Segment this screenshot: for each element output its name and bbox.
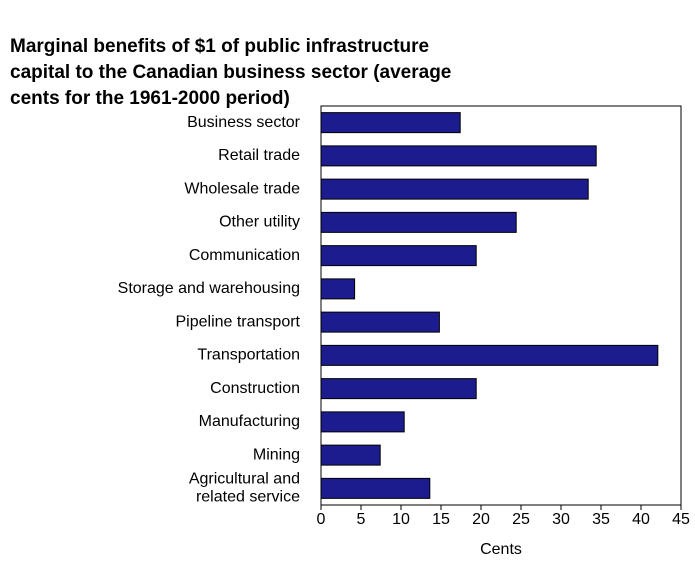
y-tick-label: Construction: [210, 380, 300, 397]
x-tick-label: 30: [552, 511, 570, 528]
bar: [320, 411, 405, 433]
bar: [320, 378, 477, 400]
x-tick-label: 40: [632, 511, 650, 528]
bar: [320, 311, 440, 333]
bar: [320, 278, 356, 300]
y-tick-label: Other utility: [219, 214, 300, 231]
y-tick-label: Retail trade: [218, 147, 300, 164]
bar: [320, 211, 517, 233]
y-tick-label: Storage and warehousing: [118, 280, 300, 297]
x-tick-label: 25: [512, 511, 530, 528]
bar: [320, 112, 461, 134]
chart-title: Marginal benefits of $1 of public infras…: [10, 36, 452, 109]
x-tick-label: 5: [357, 511, 366, 528]
y-tick-label: Wholesale trade: [184, 180, 300, 197]
bar: [320, 444, 381, 466]
y-tick-label: Business sector: [187, 114, 301, 131]
bar: [320, 245, 477, 267]
x-tick-label: 0: [317, 511, 326, 528]
bar: [320, 477, 431, 499]
x-axis-label: Cents: [480, 541, 522, 558]
y-tick-label: Mining: [253, 446, 300, 463]
y-tick-label: Manufacturing: [199, 413, 300, 430]
y-tick-label: Agricultural and related service: [189, 471, 300, 506]
x-tick-label: 35: [592, 511, 610, 528]
plot-frame: [320, 105, 682, 506]
x-tick-label: 15: [432, 511, 450, 528]
y-tick-label: Transportation: [197, 347, 300, 364]
y-tick-label: Communication: [189, 247, 300, 264]
bar: [320, 344, 659, 366]
x-tick-label: 10: [392, 511, 410, 528]
x-tick-label: 45: [672, 511, 690, 528]
y-tick-label: Pipeline transport: [175, 313, 300, 330]
x-tick-label: 20: [472, 511, 490, 528]
bar: [320, 178, 589, 200]
bar: [320, 145, 597, 167]
